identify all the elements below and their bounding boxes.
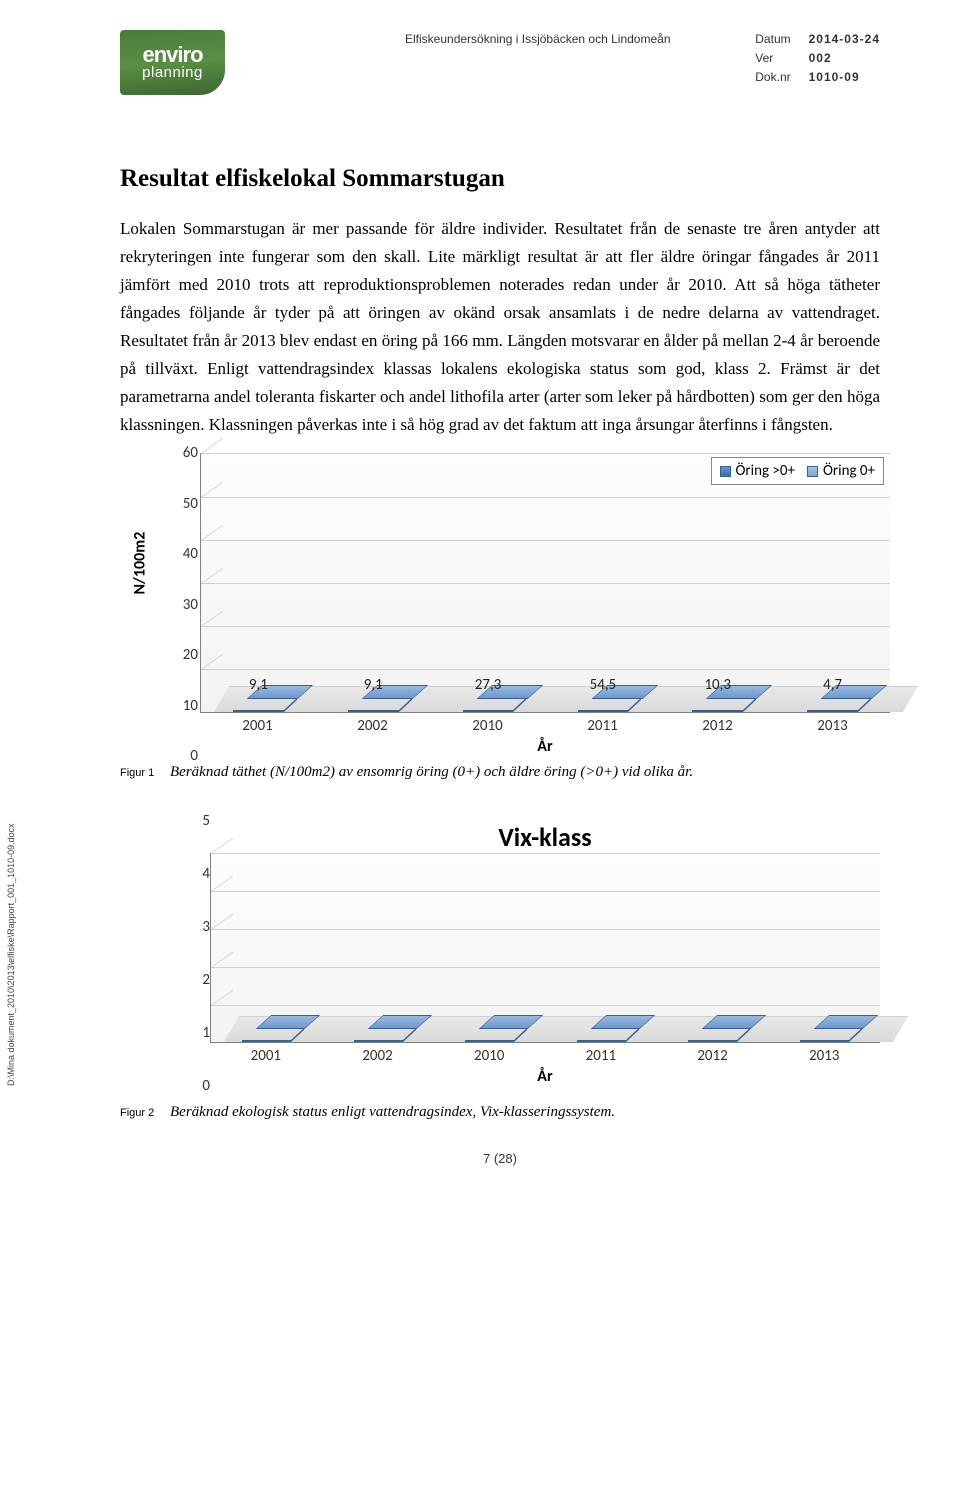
ytick-label: 5 (202, 812, 210, 830)
xtick-label: 2002 (315, 717, 430, 735)
page-number: 7 (28) (120, 1151, 880, 1166)
doc-meta: Datum Ver Dok.nr 2014-03-24 002 1010-09 (755, 30, 880, 88)
figure-1-caption: Figur 1 Beräknad täthet (N/100m2) av ens… (120, 764, 880, 781)
legend-label-1: Öring >0+ (736, 462, 795, 480)
doc-title: Elfiskeundersökning i Issjöbäcken och Li… (405, 32, 671, 46)
ytick-label: 20 (183, 646, 198, 664)
bar-value-label: 54,5 (578, 676, 629, 694)
legend-swatch-1 (720, 466, 731, 477)
xtick-label: 2013 (768, 1047, 880, 1065)
ytick-label: 1 (202, 1024, 210, 1042)
ytick-label: 4 (202, 865, 210, 883)
side-filepath: D:\Mina dokument_2010\2013\elfiske\Rappo… (6, 824, 16, 1087)
meta-ver-value: 002 (809, 49, 880, 68)
logo-text-bottom: planning (142, 65, 203, 80)
logo-text-top: enviro (142, 45, 202, 65)
chart1-xlabel: År (200, 737, 890, 756)
ytick-label: 0 (202, 1077, 210, 1095)
fig1-text: Beräknad täthet (N/100m2) av ensomrig ör… (170, 764, 693, 780)
ytick-label: 60 (183, 444, 198, 462)
xtick-label: 2012 (660, 717, 775, 735)
bar-value-label: 9,1 (233, 676, 284, 694)
bar-value-label: 4,7 (807, 676, 858, 694)
figure-2-caption: Figur 2 Beräknad ekologisk status enligt… (120, 1104, 880, 1121)
chart2-xlabel: År (210, 1067, 880, 1086)
page-header: enviro planning Elfiskeundersökning i Is… (120, 30, 880, 95)
meta-datum-value: 2014-03-24 (809, 30, 880, 49)
ytick-label: 50 (183, 495, 198, 513)
meta-ver-label: Ver (755, 49, 790, 68)
xtick-label: 2002 (322, 1047, 434, 1065)
meta-dok-label: Dok.nr (755, 68, 790, 87)
xtick-label: 2011 (545, 717, 660, 735)
xtick-label: 2010 (430, 717, 545, 735)
bar-value-label: 27,3 (463, 676, 514, 694)
ytick-label: 40 (183, 545, 198, 563)
chart1-legend: Öring >0+ Öring 0+ (711, 457, 885, 485)
xtick-label: 2012 (657, 1047, 769, 1065)
chart1-ylabel: N/100m2 (131, 532, 150, 595)
xtick-label: 2001 (210, 1047, 322, 1065)
xtick-label: 2001 (200, 717, 315, 735)
xtick-label: 2010 (433, 1047, 545, 1065)
bar-value-label: 10,3 (692, 676, 743, 694)
section-heading: Resultat elfiskelokal Sommarstugan (120, 165, 880, 193)
meta-datum-label: Datum (755, 30, 790, 49)
chart-2: Vix-klass 012345 20012002201020112012201… (180, 821, 880, 1086)
meta-dok-value: 1010-09 (809, 68, 880, 87)
logo: enviro planning (120, 30, 225, 95)
ytick-label: 2 (202, 971, 210, 989)
fig1-num: Figur 1 (120, 767, 154, 779)
chart2-title: Vix-klass (210, 821, 880, 853)
ytick-label: 10 (183, 697, 198, 715)
bar-value-label: 9,1 (348, 676, 399, 694)
body-paragraph: Lokalen Sommarstugan är mer passande för… (120, 215, 880, 439)
ytick-label: 30 (183, 596, 198, 614)
fig2-num: Figur 2 (120, 1107, 154, 1119)
ytick-label: 0 (190, 747, 198, 765)
fig2-text: Beräknad ekologisk status enligt vattend… (170, 1104, 615, 1120)
xtick-label: 2013 (775, 717, 890, 735)
legend-label-2: Öring 0+ (823, 462, 875, 480)
xtick-label: 2011 (545, 1047, 657, 1065)
chart-1: N/100m2 0102030405060 Öring >0+ Öring 0+… (160, 453, 890, 756)
ytick-label: 3 (202, 918, 210, 936)
legend-swatch-2 (807, 466, 818, 477)
